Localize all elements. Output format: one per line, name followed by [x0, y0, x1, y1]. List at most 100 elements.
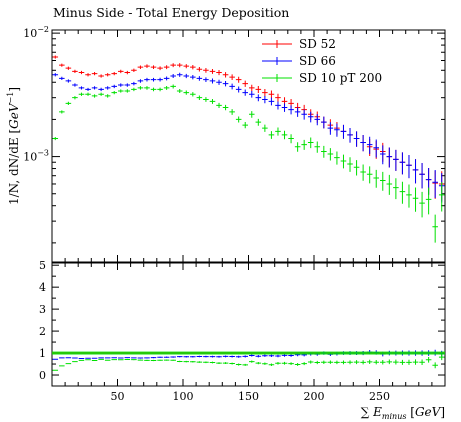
- legend: SD 52 SD 66 SD 10 pT 200: [262, 37, 382, 85]
- data-point: [183, 73, 190, 79]
- ratio-point: [65, 357, 72, 359]
- data-point: [131, 68, 137, 73]
- ratio-point: [222, 362, 229, 365]
- data-point: [360, 164, 366, 181]
- ratio-point: [203, 361, 209, 364]
- ratio-point: [176, 360, 183, 363]
- data-point: [307, 137, 314, 149]
- data-point: [65, 79, 72, 83]
- ratio-point: [52, 369, 59, 371]
- ratio-point: [275, 362, 281, 365]
- ratio-point: [144, 357, 150, 359]
- ratio-y-tick-label: 0: [39, 369, 46, 382]
- ratio-point: [288, 362, 294, 366]
- ratio-point: [111, 359, 117, 361]
- data-point: [425, 187, 432, 215]
- data-point: [380, 171, 386, 191]
- data-point: [275, 127, 281, 136]
- data-point: [209, 98, 216, 104]
- ratio-point: [321, 360, 327, 364]
- x-tick-label: 200: [304, 390, 325, 403]
- data-point: [72, 69, 78, 74]
- data-point: [281, 103, 288, 112]
- legend-item: SD 52: [262, 37, 336, 51]
- ratio-point: [137, 357, 144, 359]
- ratio-point: [65, 363, 72, 365]
- data-point: [98, 92, 104, 96]
- data-point: [347, 128, 353, 143]
- data-point: [216, 79, 222, 85]
- ratio-point: [183, 360, 190, 363]
- ratio-point: [72, 357, 78, 359]
- ratio-point: [59, 365, 65, 367]
- data-point: [203, 77, 209, 83]
- data-point: [255, 118, 262, 126]
- ratio-band: [52, 351, 445, 355]
- data-point: [78, 70, 85, 75]
- data-point: [176, 72, 183, 77]
- ratio-point: [438, 354, 445, 361]
- data-point: [190, 75, 196, 80]
- data-point: [203, 97, 209, 102]
- ratio-y-tick-label: 3: [39, 303, 46, 316]
- ratio-point: [373, 360, 379, 365]
- ratio-point: [59, 357, 65, 359]
- data-point: [91, 72, 98, 76]
- ratio-point: [235, 363, 242, 366]
- data-point: [438, 182, 445, 212]
- ratio-point: [301, 362, 307, 366]
- data-point: [242, 80, 248, 87]
- data-point: [419, 162, 425, 189]
- data-point: [85, 87, 91, 92]
- data-point: [432, 170, 438, 199]
- data-point: [111, 71, 117, 76]
- data-point: [52, 73, 59, 77]
- ratio-point: [104, 357, 111, 359]
- data-point: [118, 83, 124, 87]
- data-point: [229, 74, 235, 81]
- data-point: [222, 72, 229, 78]
- data-point: [209, 68, 216, 74]
- data-point: [222, 80, 229, 87]
- data-point: [59, 63, 65, 67]
- ratio-point: [229, 355, 235, 358]
- ratio-point: [307, 360, 314, 364]
- data-point: [281, 130, 288, 140]
- data-point: [262, 89, 268, 97]
- ratio-y-tick-label: 1: [39, 347, 46, 360]
- ratio-point: [242, 355, 248, 358]
- data-point: [190, 65, 196, 70]
- ratio-point: [412, 359, 419, 365]
- ratio-point: [72, 361, 78, 363]
- y-tick-label: 10−2: [23, 25, 49, 40]
- data-point: [150, 87, 157, 92]
- svg-text:∑ Eminus [GeV]: ∑ Eminus [GeV]: [361, 405, 445, 421]
- ratio-point: [98, 357, 104, 359]
- data-point: [242, 122, 248, 129]
- ratio-point: [176, 355, 183, 358]
- data-point: [288, 105, 294, 115]
- ratio-point: [85, 357, 91, 359]
- data-point: [386, 147, 393, 168]
- svg-text:1/N, dN/dE [GeV−1]: 1/N, dN/dE [GeV−1]: [6, 87, 21, 205]
- ratio-point: [170, 359, 176, 361]
- data-point: [196, 95, 203, 100]
- ratio-point: [327, 360, 334, 364]
- ratio-point: [183, 355, 190, 358]
- data-point: [229, 109, 235, 115]
- data-point: [321, 145, 327, 158]
- ratio-point: [222, 355, 229, 358]
- ratio-point: [262, 362, 268, 365]
- ratio-point: [131, 357, 137, 359]
- ratio-point: [196, 355, 203, 358]
- ratio-point: [386, 359, 393, 365]
- main-plot-panel: 10−2 10−3 SD 52 SD 66 SD 10 pT 200: [23, 25, 446, 263]
- ratio-point: [118, 359, 124, 361]
- series-1: [52, 72, 445, 203]
- ratio-point: [78, 358, 85, 360]
- data-point: [216, 102, 222, 108]
- data-point: [321, 116, 327, 129]
- data-point: [340, 124, 347, 139]
- data-point: [307, 111, 314, 123]
- ratio-point: [124, 358, 131, 360]
